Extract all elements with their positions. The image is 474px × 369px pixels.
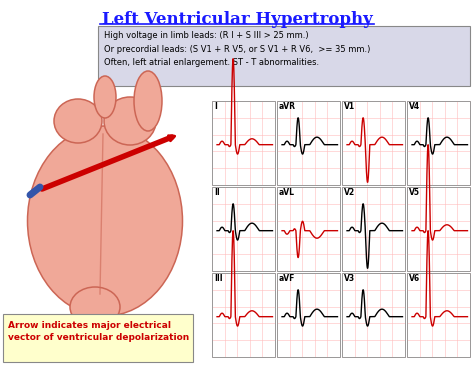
Ellipse shape xyxy=(94,76,116,118)
Text: High voltage in limb leads: (R I + S III > 25 mm.)
Or precordial leads: (S V1 + : High voltage in limb leads: (R I + S III… xyxy=(104,31,370,67)
FancyBboxPatch shape xyxy=(98,26,470,86)
Bar xyxy=(212,273,275,357)
Text: III: III xyxy=(214,274,223,283)
Text: II: II xyxy=(214,188,220,197)
Text: V3: V3 xyxy=(344,274,355,283)
Text: V2: V2 xyxy=(344,188,355,197)
Bar xyxy=(277,273,340,357)
Text: V6: V6 xyxy=(409,274,420,283)
Text: V5: V5 xyxy=(409,188,420,197)
Bar xyxy=(407,273,470,357)
Bar xyxy=(212,101,275,185)
Ellipse shape xyxy=(27,126,182,316)
Text: I: I xyxy=(214,102,217,111)
Text: V1: V1 xyxy=(344,102,355,111)
Text: Left Ventricular Hypertrophy: Left Ventricular Hypertrophy xyxy=(101,11,373,28)
Text: aVL: aVL xyxy=(279,188,295,197)
Ellipse shape xyxy=(104,97,156,145)
Ellipse shape xyxy=(54,99,102,143)
Text: aVR: aVR xyxy=(279,102,296,111)
Ellipse shape xyxy=(70,287,120,327)
Bar xyxy=(342,187,405,271)
FancyBboxPatch shape xyxy=(3,314,193,362)
Bar xyxy=(277,187,340,271)
Text: Arrow indicates major electrical
vector of ventricular depolarization: Arrow indicates major electrical vector … xyxy=(8,321,189,342)
Bar xyxy=(342,273,405,357)
Bar xyxy=(212,187,275,271)
Text: aVF: aVF xyxy=(279,274,295,283)
Bar xyxy=(342,101,405,185)
Bar xyxy=(407,187,470,271)
Text: V4: V4 xyxy=(409,102,420,111)
Ellipse shape xyxy=(134,71,162,131)
Bar xyxy=(407,101,470,185)
Bar xyxy=(277,101,340,185)
